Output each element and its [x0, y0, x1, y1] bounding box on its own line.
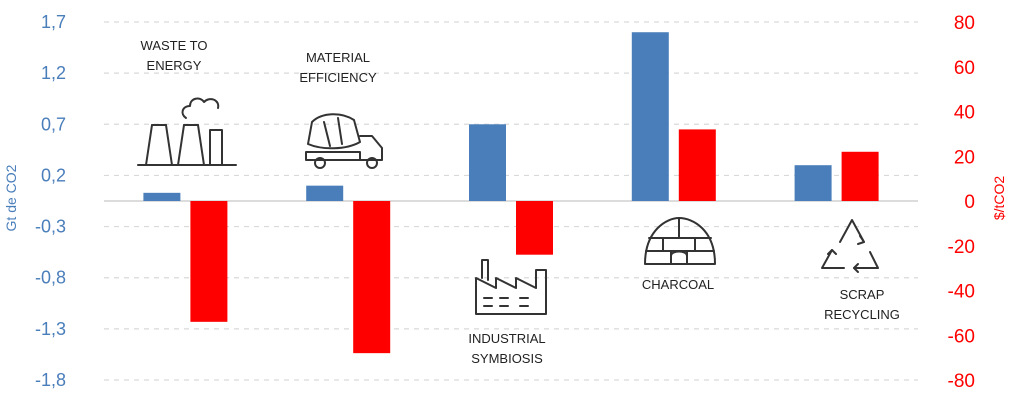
recycle-icon — [821, 219, 879, 273]
category-label: MATERIAL — [306, 50, 370, 65]
right-axis-title: $/tCO2 — [991, 176, 1007, 221]
left-tick-label: -1,8 — [35, 370, 66, 390]
cost-bar — [678, 129, 716, 201]
left-axis-title: Gt de CO2 — [3, 164, 19, 231]
gt-co2-bar — [469, 124, 506, 201]
left-tick-label: 1,2 — [41, 63, 66, 83]
right-tick-label: 60 — [954, 58, 975, 79]
category-label: WASTE TO — [141, 38, 208, 53]
right-tick-label: -80 — [948, 371, 975, 392]
right-tick-label: -60 — [948, 326, 975, 347]
left-tick-label: 0,2 — [41, 165, 66, 185]
right-tick-label: -40 — [948, 282, 975, 303]
category-label: CHARCOAL — [642, 277, 714, 292]
gt-co2-bar — [143, 192, 181, 201]
left-tick-label: -0,3 — [35, 217, 66, 237]
right-tick-label: 20 — [954, 147, 975, 168]
left-axis-ticks: 1,7 1,2 0,7 0,2 -0,3 -0,8 -1,3 -1,8 — [35, 12, 66, 390]
gt-co2-bar — [306, 185, 344, 201]
gt-co2-bar — [794, 165, 832, 201]
cost-bar — [516, 201, 553, 255]
bars — [143, 32, 879, 354]
right-tick-label: 0 — [964, 192, 975, 213]
right-axis-ticks: 80 60 40 20 0 -20 -40 -60 -80 — [948, 13, 975, 392]
category-labels: WASTE TO ENERGY MATERIAL EFFICIENCY INDUSTRI… — [141, 38, 900, 366]
left-tick-label: -0,8 — [35, 268, 66, 288]
category-label: INDUSTRIAL — [468, 331, 545, 346]
category-label: RECYCLING — [824, 307, 900, 322]
left-tick-label: 1,7 — [41, 12, 66, 32]
category-label: EFFICIENCY — [299, 70, 377, 85]
category-label: SCRAP — [840, 287, 885, 302]
cost-bar — [353, 201, 391, 354]
right-tick-label: -20 — [948, 237, 975, 258]
right-tick-label: 80 — [954, 13, 975, 34]
left-tick-label: 0,7 — [41, 114, 66, 134]
factory-icon — [475, 259, 547, 315]
category-label: ENERGY — [147, 58, 202, 73]
right-tick-label: 40 — [954, 103, 975, 124]
power-plant-icon — [137, 97, 237, 166]
cost-bar — [190, 201, 228, 322]
category-label: SYMBIOSIS — [471, 351, 543, 366]
cost-bar — [841, 151, 879, 201]
gt-co2-bar — [631, 32, 669, 201]
left-tick-label: -1,3 — [35, 319, 66, 339]
igloo-kiln-icon — [644, 217, 716, 265]
cement-truck-icon — [305, 113, 383, 169]
